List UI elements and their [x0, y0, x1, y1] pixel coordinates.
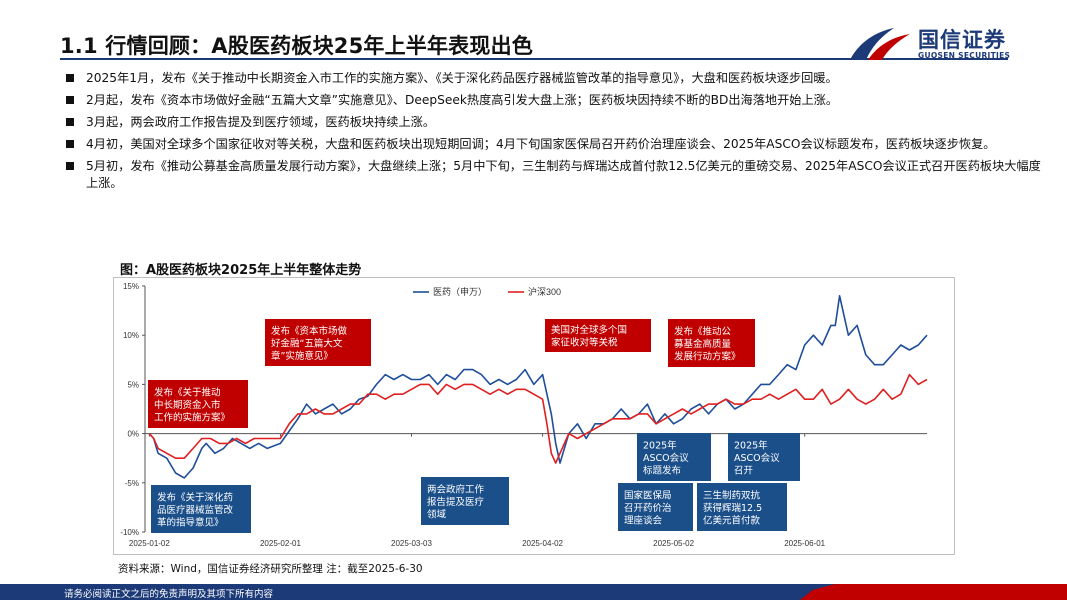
bullet-square-icon [66, 118, 74, 126]
guosen-logo-mark-icon [850, 28, 910, 60]
bullet-text: 2025年1月，发布《关于推动中长期资金入市工作的实施方案》、《关于深化药品医疗… [86, 71, 838, 85]
annotation-box [697, 483, 787, 531]
x-tick-label: 2025-06-01 [784, 539, 825, 548]
footer-bar [0, 584, 1067, 600]
annotation-text: 品医疗器械监管改 [157, 504, 234, 516]
annotation-text: 发展行动方案》 [674, 350, 741, 362]
y-tick-label: -10% [120, 528, 139, 537]
annotation-text: 美国对全球多个国 [551, 324, 627, 336]
bullet-text: 5月初，发布《推动公募基金高质量发展行动方案》，大盘继续上涨；5月中下旬，三生制… [86, 159, 1041, 190]
annotation-box [728, 433, 800, 481]
bullet-square-icon [66, 162, 74, 170]
footer-disclaimer: 请务必阅读正文之后的免责声明及其项下所有内容 [64, 589, 274, 600]
annotation-text: 亿美元首付款 [703, 514, 761, 526]
bullet-text: 4月初，美国对全球多个国家征收对等关税，大盘和医药板块出现短期回调；4月下旬国家… [86, 137, 996, 151]
annotation-box [151, 485, 251, 533]
annotation-text: 发布《关于推动 [154, 386, 221, 398]
bullet-item: 5月初，发布《推动公募基金高质量发展行动方案》，大盘继续上涨；5月中下旬，三生制… [66, 158, 1041, 191]
annotation-text: 理座谈会 [624, 514, 663, 526]
annotation-text: 发布《关于深化药 [157, 491, 233, 503]
y-tick-label: 15% [123, 282, 139, 291]
y-tick-label: -5% [125, 479, 139, 488]
annotation-text: 2025年 [643, 439, 677, 451]
annotation-text: ASCO会议 [734, 452, 780, 464]
annotation-text: 召开 [734, 465, 754, 476]
chart-frame [113, 277, 955, 555]
annotation-box [421, 477, 509, 525]
bullet-item: 3月起，两会政府工作报告提及到医疗领域，医药板块持续上涨。 [66, 114, 1041, 131]
y-tick-label: 10% [123, 331, 139, 340]
bullet-item: 4月初，美国对全球多个国家征收对等关税，大盘和医药板块出现短期回调；4月下旬国家… [66, 136, 1041, 153]
title-divider [60, 58, 1008, 60]
y-tick-label: 0% [127, 430, 139, 439]
logo-english-name: GUOSEN SECURITIES [918, 51, 1011, 60]
annotation-text: 章”实施意见》 [271, 350, 333, 362]
x-tick-label: 2025-03-03 [391, 539, 432, 548]
legend-label-hs300: 沪深300 [528, 286, 561, 297]
annotation-box [618, 483, 693, 531]
series-line-pharma [148, 294, 928, 479]
logo-chinese-name: 国信证券 [918, 28, 1006, 52]
bullet-square-icon [66, 140, 74, 148]
footer-accent [760, 584, 1067, 600]
annotation-text: 2025年 [734, 439, 768, 451]
legend-label-pharma: 医药（申万） [433, 286, 487, 297]
pharma-trend-chart: 15% 10% 5% 0% -5% -10% 2025-01-02 2025-02-01 202… [120, 282, 928, 548]
series-line-hs300 [148, 373, 928, 464]
annotation-box [148, 380, 248, 428]
annotation-text: 家征收对等关税 [551, 337, 618, 349]
bullet-item: 2月起，发布《资本市场做好金融“五篇大文章”实施意见》、DeepSeek热度高引… [66, 92, 1041, 109]
annotation-text: 三生制药双抗 [703, 489, 761, 501]
annotation-box [265, 319, 371, 366]
annotation-box [637, 433, 711, 481]
bullet-square-icon [66, 96, 74, 104]
annotation-text: 工作的实施方案》 [154, 411, 230, 423]
annotation-text: 发布《推动公 [674, 325, 732, 337]
bullet-square-icon [66, 74, 74, 82]
x-tick-label: 2025-05-02 [653, 539, 694, 548]
bullet-text: 3月起，两会政府工作报告提及到医疗领域，医药板块持续上涨。 [86, 115, 436, 129]
x-tick-label: 2025-01-02 [129, 539, 170, 548]
guosen-logo: 国信证券 GUOSEN SECURITIES [848, 24, 1023, 64]
annotation-text: 革的指导意见》 [157, 516, 224, 528]
annotation-text: 标题发布 [643, 464, 681, 476]
chart-title: 图：A股医药板块2025年上半年整体走势 [120, 263, 362, 278]
x-tick-label: 2025-02-01 [260, 539, 301, 548]
annotation-text: 两会政府工作 [427, 483, 485, 495]
annotation-text: 领域 [427, 508, 447, 520]
annotation-text: 召开药价治 [624, 502, 672, 514]
annotation-text: 国家医保局 [624, 489, 672, 501]
x-tick-label: 2025-04-02 [522, 539, 563, 548]
annotation-box [668, 319, 755, 367]
annotation-text: 报告提及医疗 [427, 496, 485, 508]
annotation-text: 好金融“五篇大文 [271, 337, 343, 349]
annotation-text: 发布《资本市场做 [271, 325, 348, 337]
bullet-text: 2月起，发布《资本市场做好金融“五篇大文章”实施意见》、DeepSeek热度高引… [86, 93, 839, 107]
annotation-text: ASCO会议 [643, 452, 689, 464]
summary-bullet-list: 2025年1月，发布《关于推动中长期资金入市工作的实施方案》、《关于深化药品医疗… [66, 70, 1041, 197]
annotation-box [545, 319, 651, 352]
page-title: 1.1 行情回顾：A股医药板块25年上半年表现出色 [60, 34, 533, 58]
annotation-text: 募基金高质量 [674, 338, 732, 350]
annotation-text: 中长期资金入市 [154, 399, 221, 411]
bullet-item: 2025年1月，发布《关于推动中长期资金入市工作的实施方案》、《关于深化药品医疗… [66, 70, 1041, 87]
y-tick-label: 5% [127, 380, 139, 389]
annotation-text: 获得辉瑞12.5 [703, 502, 762, 514]
source-note: 资料来源：Wind，国信证券经济研究所整理 注：截至2025-6-30 [118, 563, 423, 575]
